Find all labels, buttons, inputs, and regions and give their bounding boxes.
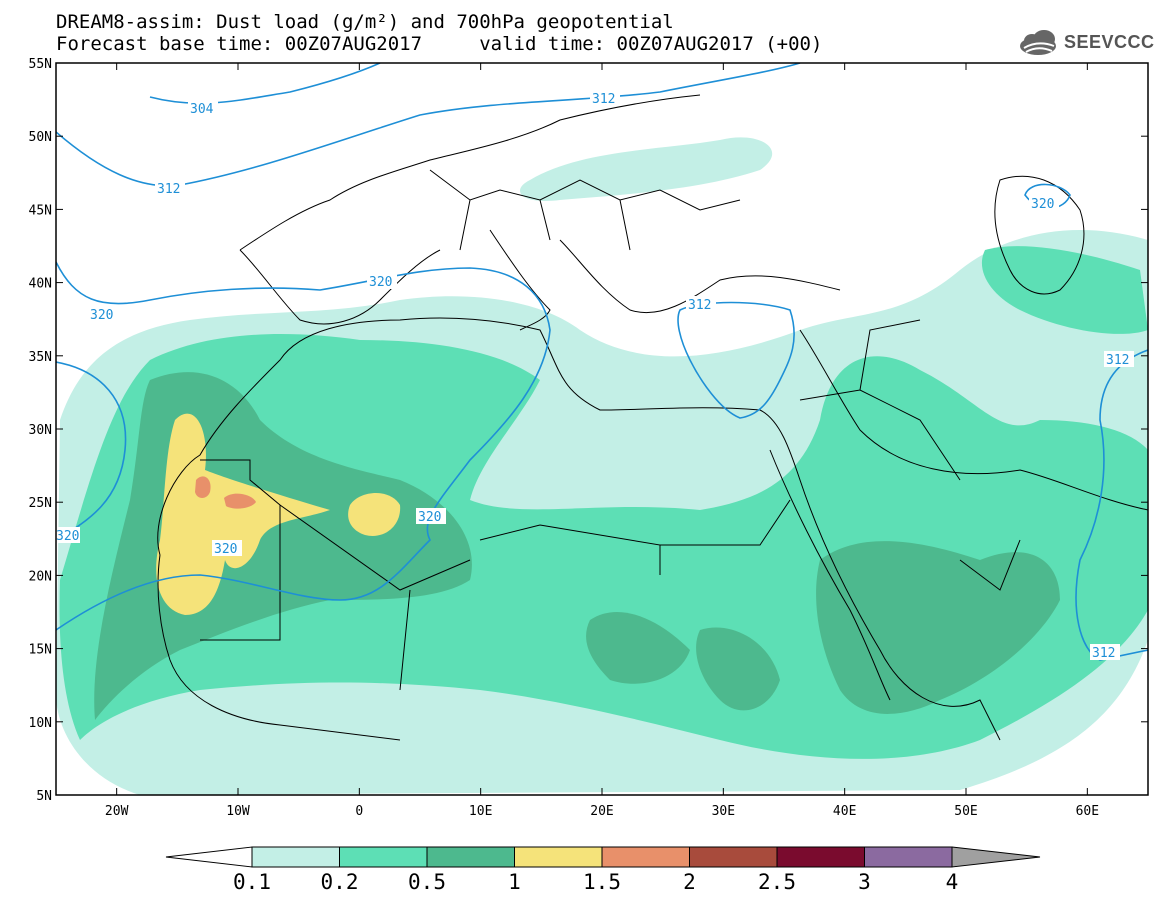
contour-312-arabia <box>1075 349 1148 661</box>
contour-label: 304 <box>190 102 214 117</box>
dust-region-orange-2 <box>224 493 256 509</box>
contour-label: 312 <box>1106 353 1129 368</box>
lon-tick-label: 30E <box>712 804 735 819</box>
colorbar-label: 4 <box>946 870 959 894</box>
colorbar-swatch <box>776 846 865 868</box>
contour-labels: 304 312 312 320 320 320 320 320 312 320 … <box>56 90 1134 661</box>
contour-label: 312 <box>157 182 180 197</box>
dust-region-yellow <box>156 413 330 615</box>
contour-label: 312 <box>688 298 711 313</box>
colorbar-label: 1 <box>508 870 521 894</box>
contour-label: 320 <box>56 529 79 544</box>
latitude-labels: 55N 50N 45N 40N 35N 30N 25N 20N 15N 10N 5N <box>29 57 52 804</box>
colorbar-swatch <box>689 846 778 868</box>
colorbar-label: 0.1 <box>233 870 271 894</box>
border-sahara <box>200 459 791 691</box>
dust-region-medium-caspian <box>981 246 1148 334</box>
colorbar-swatch <box>426 846 515 868</box>
colorbar-label: 0.5 <box>408 870 446 894</box>
contour-label: 320 <box>214 542 237 557</box>
longitude-labels: 20W 10W 0 10E 20E 30E 40E 50E 60E <box>105 804 1099 819</box>
lat-tick-label: 20N <box>29 569 52 584</box>
dust-shading <box>56 137 1148 795</box>
colorbar-label: 1.5 <box>583 870 621 894</box>
lat-tick-label: 50N <box>29 130 52 145</box>
lon-tick-label: 20E <box>590 804 613 819</box>
lon-tick-label: 20W <box>105 804 129 819</box>
coastline-arabia <box>799 329 1148 511</box>
border-europe <box>429 169 741 251</box>
colorbar-label: 2 <box>683 870 696 894</box>
map-title: DREAM8-assim: Dust load (g/m²) and 700hP… <box>56 11 674 33</box>
contour-label: 312 <box>1092 646 1115 661</box>
lon-tick-label: 10W <box>226 804 250 819</box>
axis-ticks <box>56 62 1148 796</box>
colorbar-swatch <box>514 846 603 868</box>
coastline-redsea <box>769 449 891 701</box>
dust-region-orange-1 <box>195 476 211 498</box>
lat-tick-label: 45N <box>29 203 52 218</box>
dust-region-dark-sahel <box>586 611 690 684</box>
colorbar-swatch <box>251 846 340 868</box>
coastlines <box>157 94 1148 741</box>
colorbar-label: 2.5 <box>758 870 796 894</box>
seevccc-logo <box>1020 30 1056 55</box>
coastline-balkans <box>559 239 841 314</box>
border-middleeast <box>799 319 1021 591</box>
colorbar-label: 3 <box>858 870 871 894</box>
lat-tick-label: 15N <box>29 643 52 658</box>
colorbar-swatch <box>339 846 428 868</box>
lat-tick-label: 55N <box>29 57 52 72</box>
geopotential-contours <box>56 63 1148 661</box>
contour-label: 320 <box>90 308 113 323</box>
colorbar-left-arrow <box>165 846 253 868</box>
lon-tick-label: 40E <box>833 804 856 819</box>
contour-320-main <box>56 261 551 631</box>
contour-label: 320 <box>418 510 441 525</box>
map-subtitle: Forecast base time: 00Z07AUG2017 valid t… <box>56 33 823 55</box>
coastline-italy <box>489 229 551 331</box>
coastline-africa <box>157 317 1001 741</box>
colorbar: 0.1 0.2 0.5 1 1.5 2 2.5 3 4 <box>165 846 1041 894</box>
colorbar-label: 0.2 <box>321 870 359 894</box>
lat-tick-label: 5N <box>36 789 52 804</box>
contour-label: 312 <box>592 92 615 107</box>
lon-tick-label: 60E <box>1076 804 1099 819</box>
lat-tick-label: 25N <box>29 496 52 511</box>
colorbar-swatch <box>864 846 953 868</box>
lat-tick-label: 40N <box>29 277 52 292</box>
dust-region-yellow-2 <box>348 492 401 536</box>
colorbar-swatch <box>601 846 690 868</box>
dust-region-light-europe <box>520 137 773 201</box>
colorbar-right-arrow <box>951 846 1041 868</box>
lon-tick-label: 50E <box>954 804 977 819</box>
lat-tick-label: 30N <box>29 423 52 438</box>
dust-region-dark-sahel2 <box>696 627 780 711</box>
coastline-europe <box>239 94 701 251</box>
contour-label: 320 <box>369 275 392 290</box>
lat-tick-label: 10N <box>29 716 52 731</box>
contour-312-east <box>677 301 795 419</box>
contour-320-west <box>56 361 127 541</box>
contour-label: 320 <box>1031 197 1054 212</box>
cloud-icon <box>1020 30 1056 55</box>
lat-tick-label: 35N <box>29 350 52 365</box>
lon-tick-label: 0 <box>355 804 363 819</box>
lon-tick-label: 10E <box>469 804 492 819</box>
logo-text: SEEVCCC <box>1064 32 1155 52</box>
coastline-westafrica <box>157 554 401 741</box>
